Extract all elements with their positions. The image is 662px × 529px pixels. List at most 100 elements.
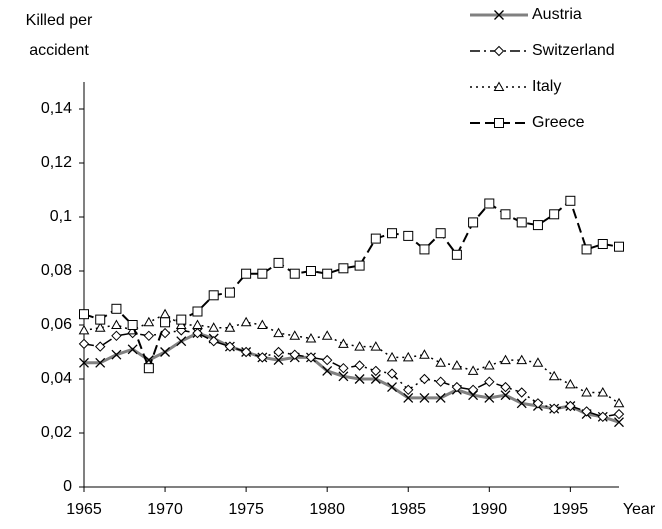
data-point <box>451 359 463 370</box>
data-point <box>548 370 560 381</box>
data-point <box>419 392 430 403</box>
data-point <box>305 266 316 276</box>
data-point <box>321 354 333 366</box>
data-point <box>597 386 609 397</box>
data-point <box>322 268 333 279</box>
data-point <box>273 257 284 268</box>
data-point <box>500 354 511 365</box>
data-point <box>435 357 447 367</box>
data-point <box>127 320 138 330</box>
x-tick-label: 1990 <box>472 501 508 518</box>
data-point <box>192 306 203 317</box>
data-point <box>402 351 414 362</box>
data-point <box>160 317 171 328</box>
legend-marker <box>494 118 504 128</box>
legend-label: Italy <box>532 78 561 95</box>
data-point <box>192 319 203 329</box>
data-point <box>532 220 543 231</box>
data-point <box>435 376 446 387</box>
y-tick-label: 0 <box>63 478 72 495</box>
data-point <box>127 344 138 355</box>
data-point <box>370 374 381 384</box>
data-point <box>322 365 333 376</box>
data-point <box>240 346 252 358</box>
data-point <box>483 359 495 370</box>
data-point <box>532 357 544 367</box>
data-point <box>451 381 463 393</box>
data-point <box>403 230 414 241</box>
y-axis-label: Killed per accident <box>25 12 93 59</box>
data-point <box>176 336 187 347</box>
x-axis-label: Year <box>623 501 656 518</box>
data-point <box>78 324 90 335</box>
legend-marker <box>493 81 505 91</box>
data-point <box>516 398 527 409</box>
data-point <box>354 360 365 371</box>
data-point <box>435 228 446 239</box>
data-point <box>289 268 300 279</box>
data-point <box>95 314 106 325</box>
data-point <box>468 217 479 228</box>
legend-marker <box>493 45 505 57</box>
y-tick-label: 0,12 <box>41 154 72 171</box>
data-point <box>176 314 187 325</box>
data-point <box>516 354 528 365</box>
data-point <box>387 382 397 393</box>
data-point <box>273 355 284 366</box>
data-point <box>484 376 495 387</box>
data-point <box>159 308 171 319</box>
data-point <box>95 341 106 352</box>
data-point <box>597 239 608 249</box>
data-point <box>289 349 300 360</box>
data-point <box>581 406 592 417</box>
data-point <box>484 392 495 403</box>
data-point <box>500 390 511 401</box>
data-point <box>224 322 236 332</box>
data-point <box>467 365 479 375</box>
x-tick-label: 1975 <box>228 501 264 518</box>
data-point <box>338 263 349 274</box>
data-point <box>548 403 560 414</box>
legend-label: Greece <box>532 114 585 131</box>
series-line <box>83 313 620 404</box>
data-point <box>451 249 462 260</box>
data-point <box>403 384 414 396</box>
data-point <box>208 322 220 332</box>
x-tick-label: 1970 <box>147 501 183 518</box>
data-point <box>273 327 284 338</box>
data-point <box>484 198 495 209</box>
data-point <box>143 330 155 342</box>
data-point <box>613 397 625 408</box>
data-point <box>467 384 479 396</box>
data-point <box>354 260 365 271</box>
y-tick-label: 0,08 <box>41 262 72 279</box>
data-point <box>208 335 219 347</box>
data-point <box>321 330 333 340</box>
data-point <box>111 319 122 329</box>
data-point <box>94 322 106 332</box>
data-point <box>143 363 154 374</box>
data-point <box>192 327 203 339</box>
data-point <box>581 244 592 255</box>
data-point <box>224 341 236 352</box>
data-point <box>257 352 268 363</box>
data-point <box>338 371 349 382</box>
data-point <box>532 398 544 409</box>
data-point <box>387 228 398 239</box>
data-point <box>305 332 317 343</box>
data-point <box>354 374 365 384</box>
x-tick-label: 1980 <box>309 501 345 518</box>
series-line <box>84 331 620 424</box>
data-point <box>386 368 398 379</box>
data-point <box>257 268 268 279</box>
data-point <box>273 346 284 358</box>
data-point <box>370 365 382 377</box>
data-point <box>111 330 122 342</box>
data-point <box>565 195 576 206</box>
data-point <box>240 316 252 327</box>
data-point <box>549 209 560 220</box>
data-point <box>354 341 365 351</box>
data-point <box>500 209 511 220</box>
